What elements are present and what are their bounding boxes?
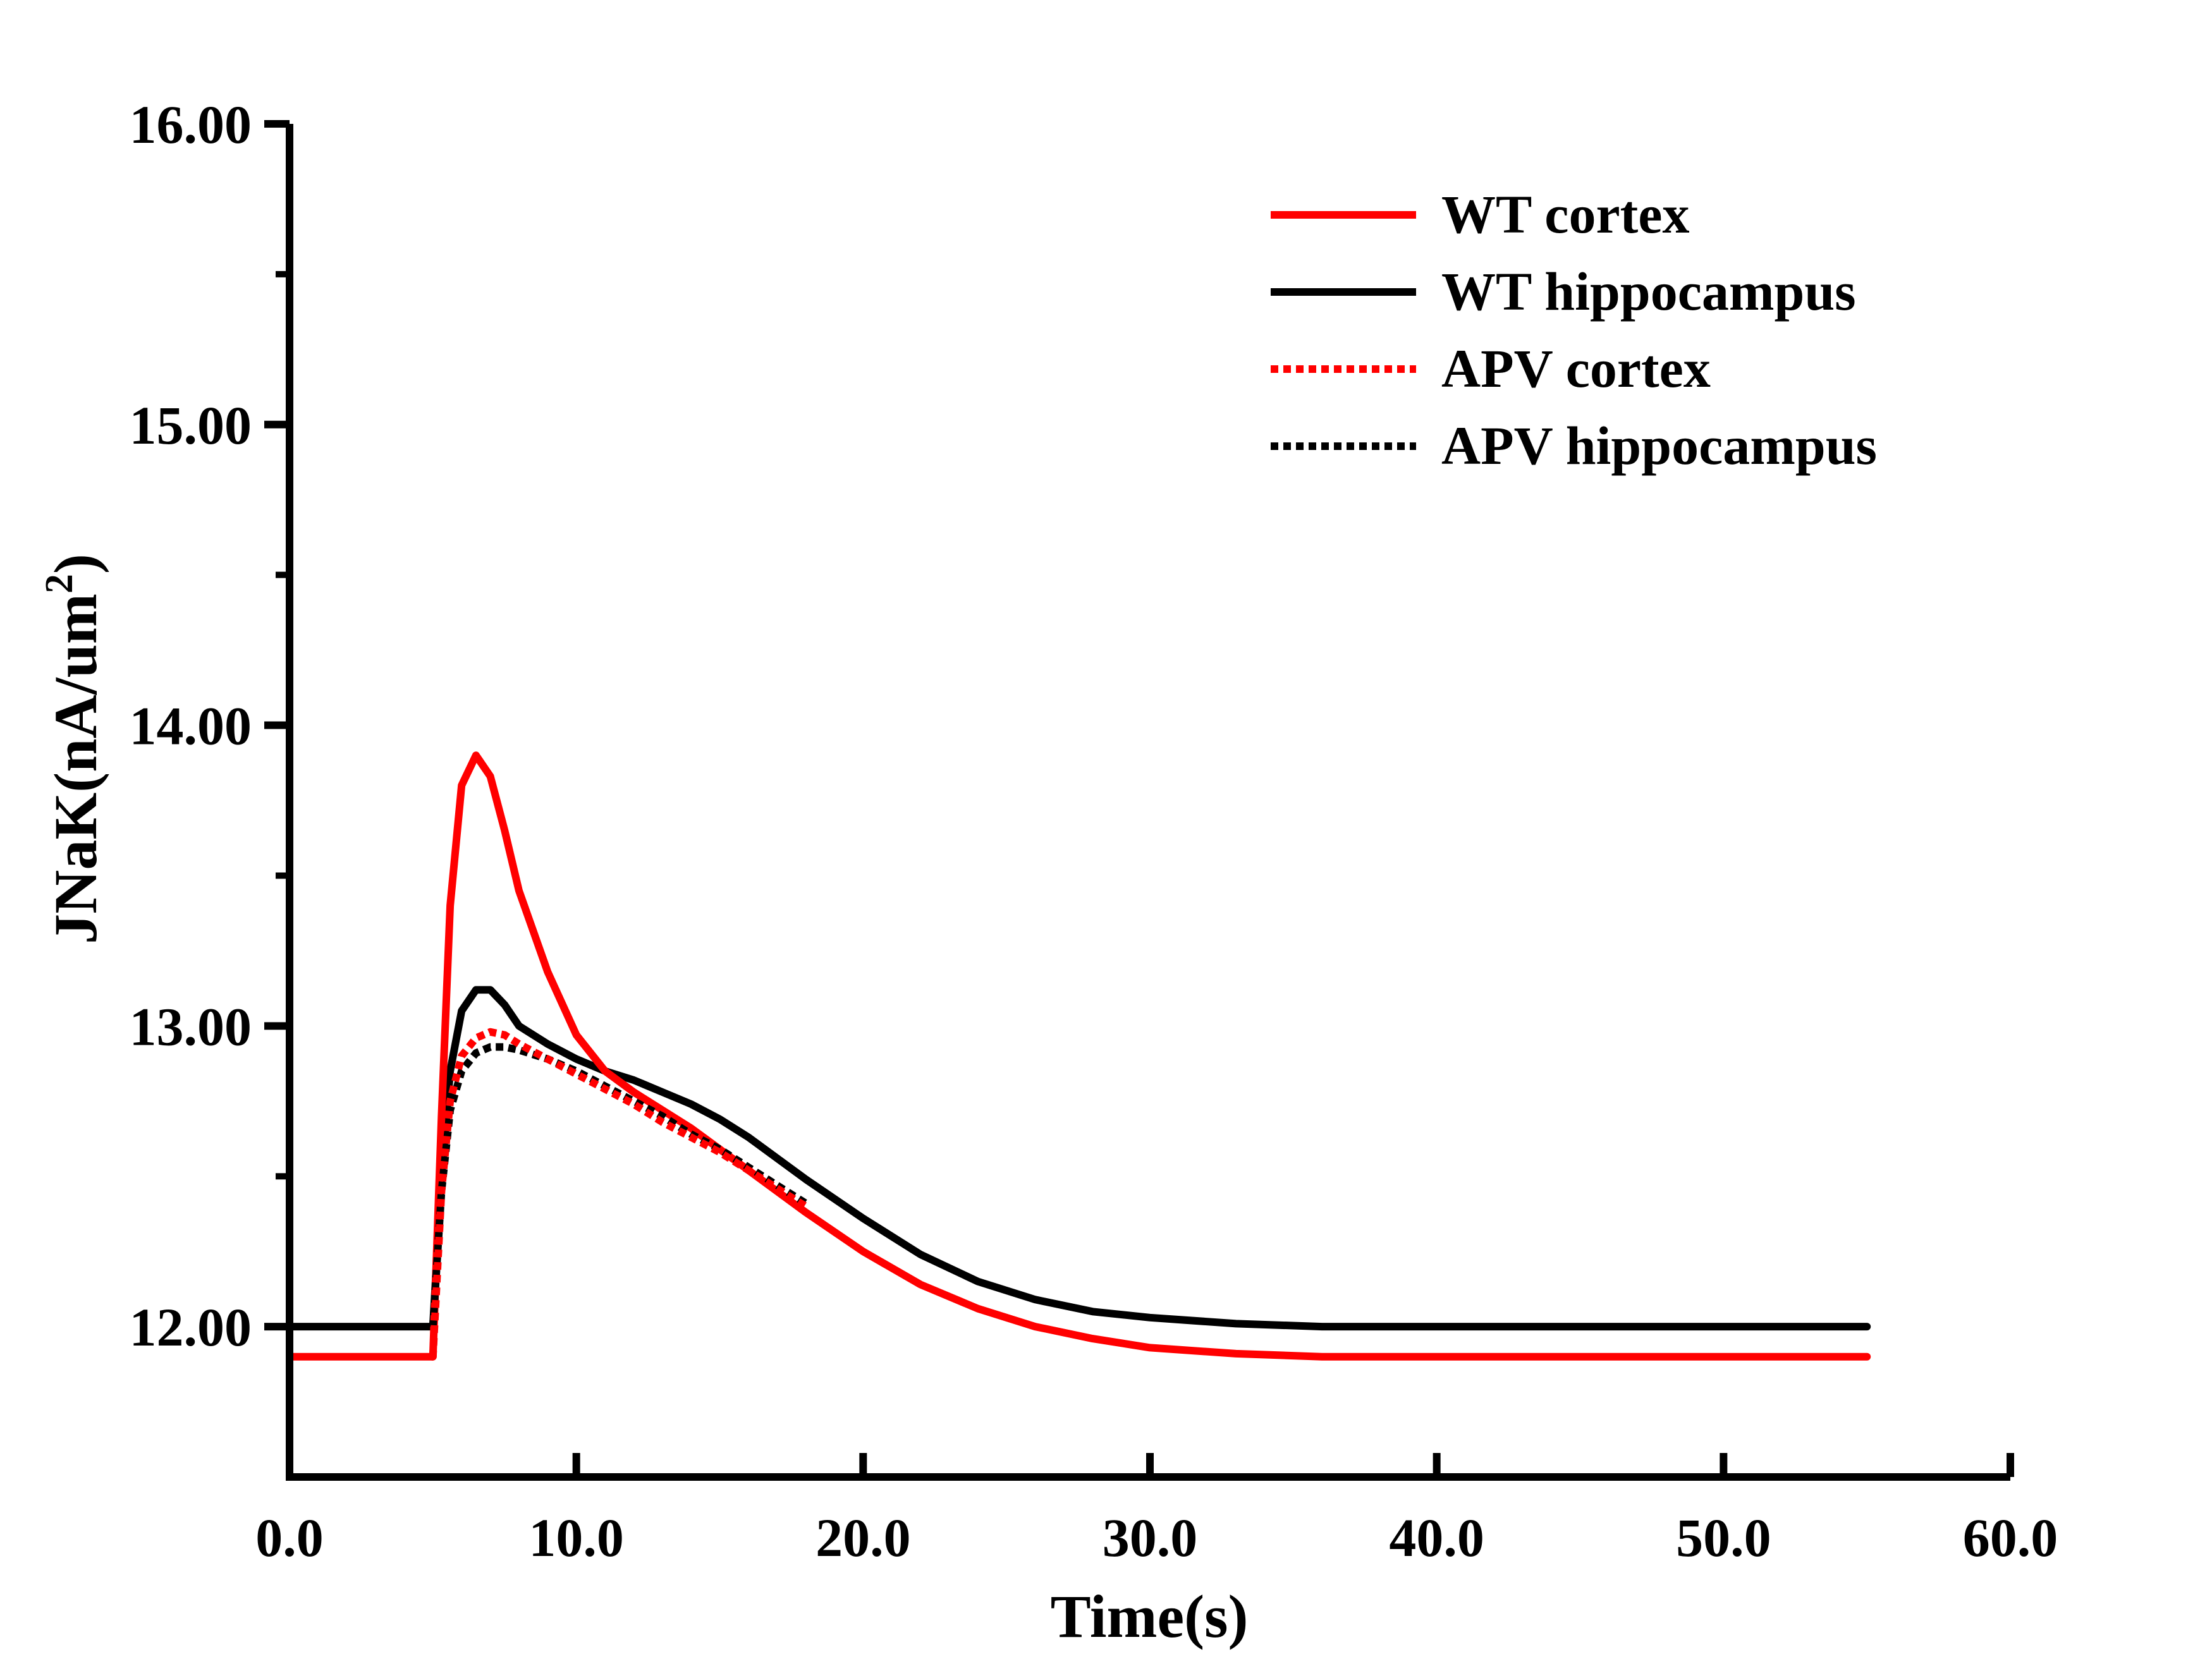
legend-label-wt-hippocampus: WT hippocampus — [1441, 261, 1856, 322]
x-tick-label: 50.0 — [1676, 1507, 1771, 1568]
legend: WT cortex WT hippocampus APV cortex APV hip… — [1271, 184, 1877, 476]
series-line-wt-cortex — [286, 751, 1871, 1361]
legend-label-apv-cortex: APV cortex — [1441, 338, 1711, 399]
series-line-wt-hippocampus — [286, 986, 1871, 1331]
x-axis-title: Time(s) — [1051, 1583, 1249, 1650]
series-line-apv-hippocampus — [429, 1043, 808, 1331]
y-axis-title: JNaK(nA/um2) — [38, 554, 109, 944]
x-tick-label: 40.0 — [1389, 1507, 1484, 1568]
x-tick-label: 20.0 — [816, 1507, 911, 1568]
x-tick-label: 30.0 — [1103, 1507, 1198, 1568]
series-layer — [286, 751, 1871, 1361]
series-line-apv-cortex — [429, 1028, 808, 1361]
x-tick-label: 0.0 — [255, 1507, 324, 1568]
y-tick-label: 16.00 — [130, 94, 252, 155]
tick-labels: 12.00 13.00 14.00 15.00 16.00 0.0 10.0 20.0 30.0… — [130, 94, 2058, 1568]
y-axis-title-main: JNaK(nA/um — [42, 593, 109, 944]
x-tick-label: 60.0 — [1963, 1507, 2058, 1568]
y-axis-title-superscript: 2 — [38, 574, 81, 593]
y-tick-label: 14.00 — [130, 696, 252, 757]
x-tick-label: 10.0 — [529, 1507, 624, 1568]
legend-label-apv-hippocampus: APV hippocampus — [1441, 415, 1877, 476]
y-tick-label: 15.00 — [130, 395, 252, 456]
y-axis-title-close: ) — [42, 554, 109, 574]
y-tick-label: 12.00 — [130, 1297, 252, 1358]
axes — [264, 120, 2014, 1481]
y-tick-label: 13.00 — [130, 996, 252, 1057]
legend-label-wt-cortex: WT cortex — [1441, 184, 1689, 245]
